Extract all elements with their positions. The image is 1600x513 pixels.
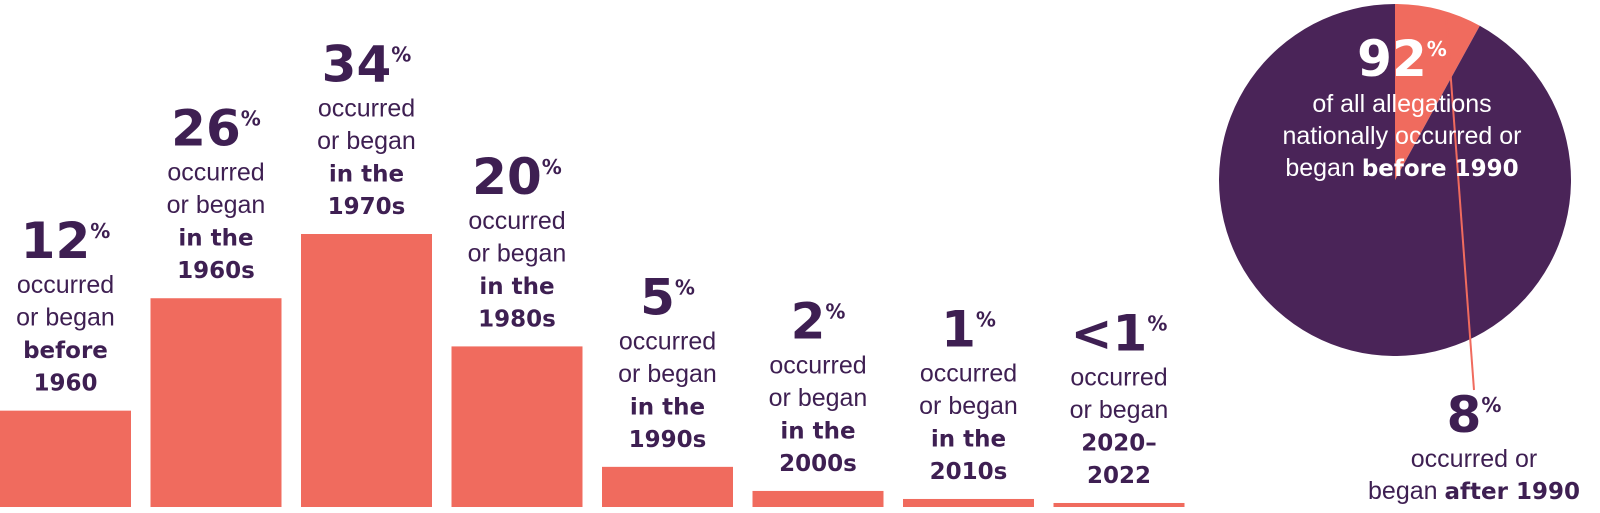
bar-value-label: 12% [21, 212, 111, 270]
bar-value-label: 1% [941, 300, 996, 358]
bar-description-line: or began [468, 239, 567, 267]
value-number: 1 [941, 300, 976, 358]
bar-value-label: <1% [1071, 304, 1168, 362]
bar-period-line: in the [329, 162, 404, 188]
percent-sign: % [241, 107, 261, 131]
bar-value-label: 5% [640, 268, 695, 326]
bar-description-line: or began [919, 392, 1018, 420]
bar-description-line: or began [16, 304, 115, 332]
bar-description-line: or began [167, 191, 266, 219]
bar-period-line: 2020– [1081, 430, 1157, 456]
bar-value-label: 34% [322, 36, 412, 94]
pie-main-line: of all allegations [1312, 90, 1491, 118]
bar-description-line: occurred [769, 351, 866, 379]
bar-description-line: or began [1070, 396, 1169, 424]
pie-minor-bold: after 1990 [1444, 479, 1579, 505]
bar-description-line: occurred [619, 327, 716, 355]
bar-period-line: 1970s [328, 194, 406, 220]
bar-period-line: 1960s [177, 258, 255, 284]
bar-1 [150, 298, 282, 507]
percent-sign: % [391, 43, 411, 67]
percent-sign: % [1481, 393, 1501, 417]
bar-period-line: in the [780, 418, 855, 444]
pie-main-bold: before 1990 [1362, 156, 1519, 182]
pie-slice-1 [1395, 4, 1480, 180]
bar-description-line: occurred [468, 207, 565, 235]
bar-period-line: in the [931, 426, 1006, 452]
bar-period-line: 1960 [33, 371, 97, 397]
bar-7 [1053, 502, 1185, 507]
pie-minor-last-line: began after 1990 [1368, 477, 1580, 505]
bar-2 [301, 234, 432, 507]
pie-slice-0 [1219, 4, 1572, 356]
pie-main-last-line: began before 1990 [1285, 154, 1518, 182]
bar-0 [0, 410, 131, 507]
bar-description-line: occurred [1070, 363, 1167, 391]
pie-minor-line: occurred or [1411, 445, 1537, 473]
bar-description-line: or began [618, 360, 717, 388]
percent-sign: % [90, 219, 110, 243]
pie-main-prefix: began [1285, 154, 1361, 182]
value-number: <1 [1071, 304, 1148, 362]
bar-period-line: 2000s [779, 451, 857, 477]
bar-value-label: 2% [791, 292, 846, 350]
value-number: 5 [640, 268, 675, 326]
percent-sign: % [1147, 311, 1167, 335]
percent-sign: % [675, 275, 695, 299]
value-number: 26 [171, 100, 241, 158]
bar-description-line: occurred [318, 95, 415, 123]
percent-sign: % [825, 299, 845, 323]
value-number: 34 [322, 36, 392, 94]
value-number: 12 [21, 212, 91, 270]
pie-minor-value: 8% [1447, 386, 1502, 444]
bar-description-line: occurred [17, 271, 114, 299]
pie-leader-line [1445, 15, 1475, 391]
value-number: 8 [1447, 386, 1482, 444]
bar-value-label: 26% [171, 100, 261, 158]
bar-description-line: occurred [167, 159, 264, 187]
percent-sign: % [1427, 37, 1447, 61]
bar-period-line: before [23, 338, 108, 364]
bar-period-line: 2010s [930, 459, 1008, 485]
bar-period-line: 2022 [1087, 463, 1151, 489]
pie-minor-prefix: began [1368, 477, 1444, 505]
bar-3 [451, 346, 583, 507]
bar-description-line: occurred [920, 359, 1017, 387]
value-number: 20 [472, 148, 542, 206]
bar-period-line: in the [479, 274, 554, 300]
bar-period-line: 1980s [478, 306, 556, 332]
value-number: 92 [1357, 30, 1427, 88]
bar-period-line: in the [630, 394, 705, 420]
bar-4 [602, 466, 733, 507]
percent-sign: % [542, 155, 562, 179]
bar-5 [752, 490, 884, 507]
percent-sign: % [976, 307, 996, 331]
bar-6 [903, 498, 1034, 507]
bar-value-label: 20% [472, 148, 562, 206]
bar-description-line: or began [769, 384, 868, 412]
pie-main-value: 92% [1357, 30, 1447, 88]
value-number: 2 [791, 292, 826, 350]
bar-period-line: 1990s [629, 427, 707, 453]
bar-description-line: or began [317, 127, 416, 155]
pie-main-line: nationally occurred or [1282, 122, 1521, 150]
bar-period-line: in the [178, 226, 253, 252]
